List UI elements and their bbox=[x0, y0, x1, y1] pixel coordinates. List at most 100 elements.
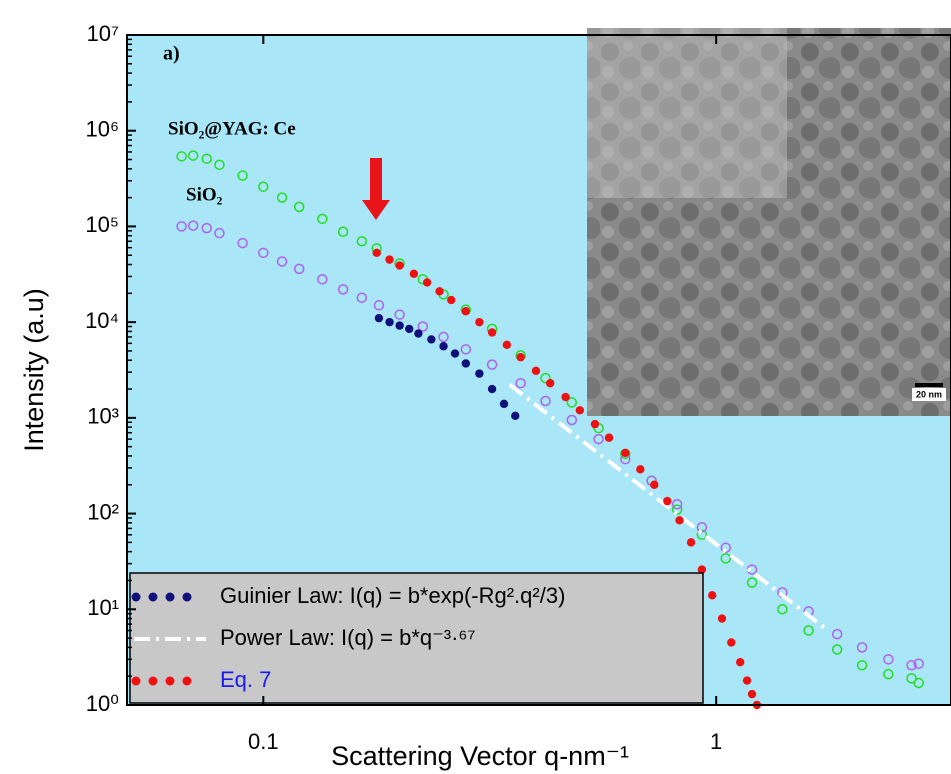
x-tick-label: 0.1 bbox=[248, 729, 279, 754]
fit-dot bbox=[561, 392, 570, 402]
legend-label: Power Law: I(q) = b*q⁻³·⁶⁷ bbox=[220, 625, 475, 650]
legend-swatch bbox=[148, 676, 158, 686]
fit-dot bbox=[487, 384, 497, 394]
fit-dot bbox=[385, 255, 394, 264]
data-point bbox=[803, 625, 814, 636]
y-tick-label: 10¹ bbox=[87, 595, 119, 620]
data-point bbox=[293, 263, 305, 275]
fit-dot bbox=[487, 328, 497, 337]
fit-dot bbox=[461, 359, 471, 368]
data-point bbox=[856, 660, 868, 671]
y-axis-label: Intensity (a.u) bbox=[19, 288, 49, 452]
data-point bbox=[671, 499, 683, 510]
data-point bbox=[777, 604, 788, 615]
fit-dot bbox=[385, 317, 394, 327]
y-tick-label: 10⁵ bbox=[85, 212, 119, 237]
data-point bbox=[831, 644, 843, 655]
fit-dot bbox=[604, 433, 614, 442]
data-point bbox=[438, 331, 449, 343]
fit-dot bbox=[636, 465, 645, 474]
data-point bbox=[906, 673, 917, 684]
fit-dot bbox=[395, 261, 404, 270]
data-point bbox=[258, 181, 269, 192]
data-point bbox=[214, 159, 225, 171]
fit-dot bbox=[675, 516, 684, 525]
data-point bbox=[883, 668, 894, 680]
x-axis-label: Scattering Vector q-nm⁻¹ bbox=[331, 741, 629, 771]
data-point bbox=[566, 414, 578, 426]
fit-dot bbox=[395, 321, 404, 330]
legend-swatch bbox=[131, 592, 141, 602]
fit-dot bbox=[742, 676, 752, 685]
fit-dot bbox=[409, 269, 419, 278]
data-point bbox=[176, 221, 187, 232]
data-point bbox=[486, 359, 498, 370]
data-point bbox=[696, 529, 708, 541]
y-tick-label: 10² bbox=[87, 499, 119, 524]
fit-line bbox=[508, 383, 828, 631]
fit-dot bbox=[439, 342, 448, 351]
annotation: 20 nm bbox=[916, 389, 942, 399]
arrow bbox=[362, 158, 390, 220]
data-point bbox=[460, 344, 472, 355]
fit-dot bbox=[590, 419, 600, 429]
fit-dot bbox=[475, 369, 484, 378]
data-point bbox=[746, 577, 758, 588]
data-point bbox=[540, 395, 551, 407]
fit-dot bbox=[708, 591, 717, 600]
data-point bbox=[258, 247, 269, 259]
data-point bbox=[201, 153, 212, 164]
fit-dot bbox=[422, 278, 432, 287]
fit-dot bbox=[575, 406, 585, 415]
data-point bbox=[906, 660, 917, 671]
fit-dot bbox=[545, 379, 555, 388]
data-point bbox=[356, 236, 368, 247]
data-point bbox=[176, 151, 187, 162]
y-tick-label: 10³ bbox=[87, 404, 119, 429]
data-point bbox=[417, 321, 429, 332]
fit-dot bbox=[650, 480, 659, 489]
data-point bbox=[337, 284, 349, 295]
data-point bbox=[720, 553, 732, 564]
y-tick-label: 10⁶ bbox=[85, 117, 119, 142]
axes-frame bbox=[126, 34, 951, 706]
data-point bbox=[913, 658, 924, 669]
y-tick-label: 10⁴ bbox=[85, 308, 119, 333]
data-point bbox=[566, 397, 578, 408]
data-point bbox=[187, 150, 199, 161]
legend-label: Guinier Law: I(q) = b*exp(-Rg².q²/3) bbox=[220, 583, 565, 608]
data-point bbox=[337, 226, 349, 237]
data-point bbox=[831, 628, 843, 640]
fit-dot bbox=[475, 317, 484, 327]
y-tick-label: 10⁷ bbox=[87, 21, 119, 46]
fit-dot bbox=[450, 349, 460, 358]
data-point bbox=[293, 201, 305, 213]
fit-dot bbox=[374, 313, 384, 323]
fit-dot bbox=[414, 329, 423, 338]
fit-dot bbox=[372, 248, 381, 258]
inset-image bbox=[587, 28, 951, 416]
data-point bbox=[720, 542, 732, 553]
inset-light-region bbox=[587, 28, 787, 198]
data-point bbox=[276, 192, 288, 203]
legend-label: Eq. 7 bbox=[220, 667, 271, 692]
fit-dot bbox=[511, 411, 520, 421]
data-point bbox=[237, 170, 248, 181]
data-point bbox=[276, 256, 288, 267]
data-point bbox=[883, 654, 894, 665]
data-point bbox=[356, 292, 368, 303]
data-point bbox=[856, 642, 868, 653]
legend-box bbox=[129, 572, 704, 704]
fit-dot bbox=[516, 353, 525, 362]
data-point bbox=[373, 300, 385, 311]
fit-dot bbox=[727, 638, 736, 647]
annotation: SiO₂ bbox=[186, 184, 223, 205]
data-point bbox=[317, 274, 328, 285]
fit-dot bbox=[461, 307, 471, 316]
legend-swatch bbox=[182, 676, 192, 686]
fit-dot bbox=[405, 324, 414, 334]
data-point bbox=[593, 433, 604, 445]
data-point bbox=[515, 377, 526, 389]
legend-swatch bbox=[165, 676, 175, 686]
